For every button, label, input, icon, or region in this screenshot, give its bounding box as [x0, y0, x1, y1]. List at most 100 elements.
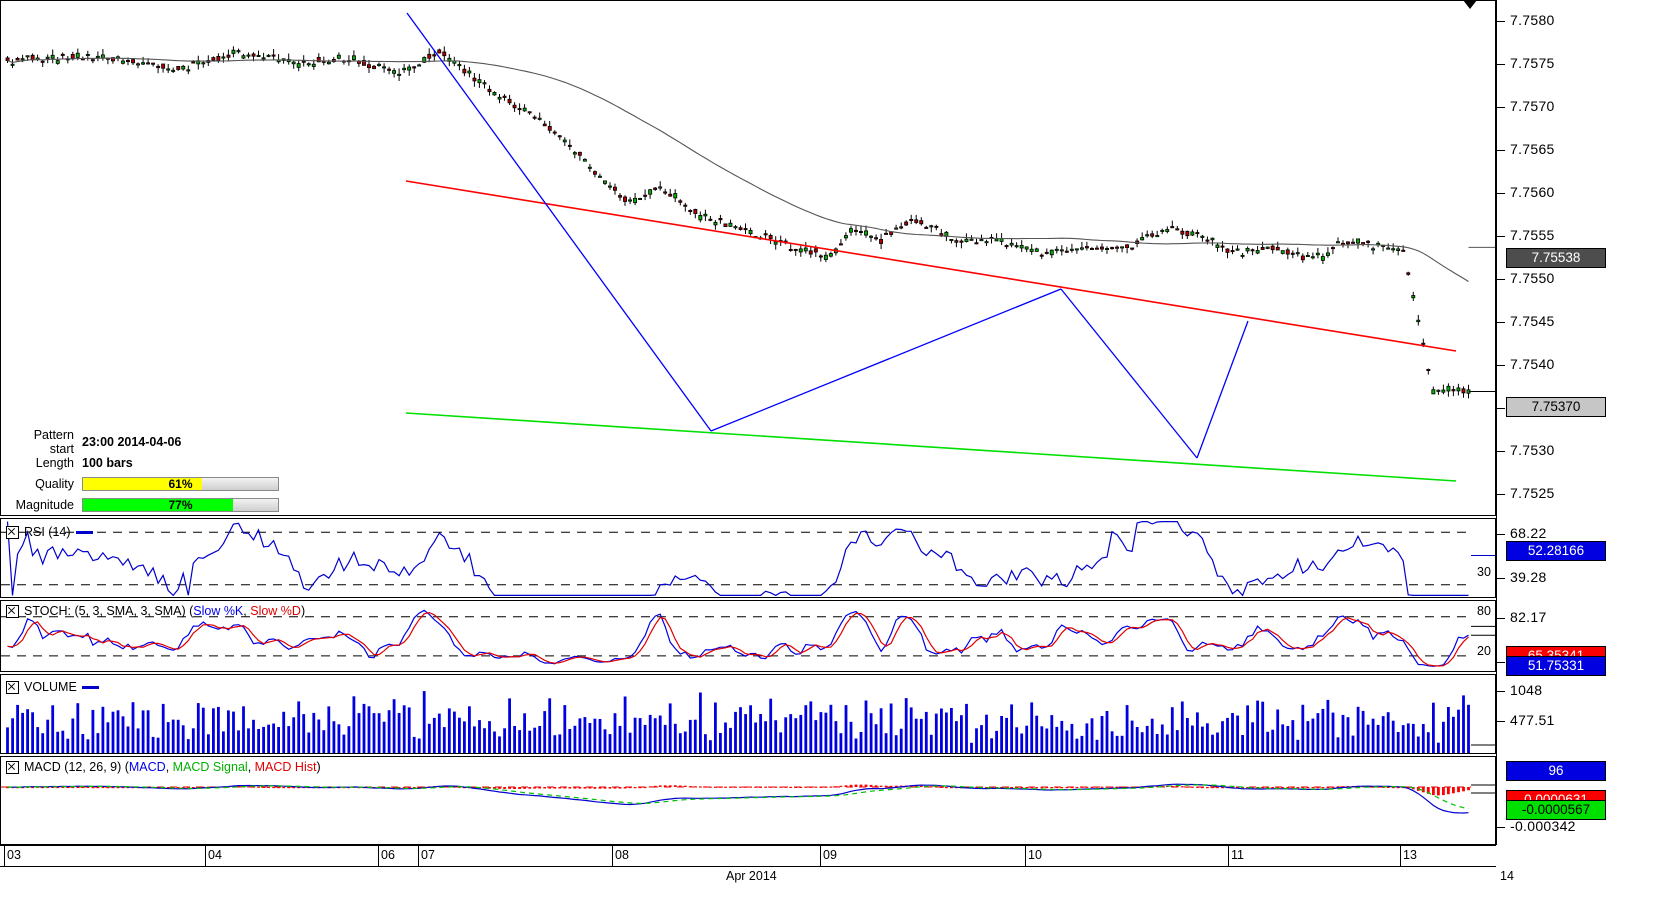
axis-tick — [1496, 193, 1505, 194]
time-axis-label-06: 06 — [381, 848, 395, 862]
stoch-d-value-badge: 51.75331 — [1506, 656, 1606, 676]
price-tick-7.7580: 7.7580 — [1510, 12, 1555, 28]
pattern-quality-label: Quality — [35, 476, 74, 491]
stoch-title: STOCH: (5, 3, SMA, 3, SMA) (Slow %K, Slo… — [6, 604, 305, 618]
time-axis-label-10: 10 — [1028, 848, 1042, 862]
price-chart-panel[interactable] — [0, 0, 1496, 516]
time-axis-separator — [612, 846, 613, 866]
macd-signal-badge: -0.0000567 — [1506, 800, 1606, 820]
time-axis-separator — [418, 846, 419, 866]
pattern-length-label: Length — [35, 455, 74, 470]
volume-value-badge: 96 — [1506, 761, 1606, 781]
axis-tick — [1496, 721, 1505, 722]
time-axis-label-07: 07 — [421, 848, 435, 862]
time-axis-label-08: 08 — [615, 848, 629, 862]
price-tick-7.7525: 7.7525 — [1510, 485, 1555, 501]
stoch-tick-high: 82.17 — [1510, 609, 1547, 625]
rsi-level-30-label: 30 — [1477, 565, 1491, 579]
price-tick-7.7555: 7.7555 — [1510, 227, 1555, 243]
volume-title: VOLUME — [6, 680, 99, 694]
time-axis-separator — [205, 846, 206, 866]
stoch-panel[interactable] — [0, 600, 1496, 672]
ma-price-badge: 7.75538 — [1506, 248, 1606, 268]
time-axis-label-09: 09 — [823, 848, 837, 862]
axis-tick — [1496, 107, 1505, 108]
price-tick-7.7545: 7.7545 — [1510, 313, 1555, 329]
volume-panel[interactable] — [0, 674, 1496, 754]
collapse-marker-icon[interactable] — [1459, 0, 1481, 10]
stoch-title-label: STOCH: (5, 3, SMA, 3, SMA) (Slow %K, Slo… — [24, 604, 306, 618]
volume-line-swatch — [81, 685, 99, 689]
rsi-title-label: RSI (14) — [24, 525, 71, 539]
price-tick-7.7570: 7.7570 — [1510, 98, 1555, 114]
axis-tick — [1496, 578, 1505, 579]
time-axis: 03 04 06 07 08 09 10 11 13 — [0, 845, 1496, 867]
pattern-magnitude-row: Magnitude 77% — [8, 495, 298, 514]
axis-tick — [1496, 279, 1505, 280]
time-axis-label-last: 14 — [1500, 869, 1514, 883]
rsi-value-badge: 52.28166 — [1506, 541, 1606, 561]
macd-panel[interactable] — [0, 756, 1496, 845]
rsi-panel[interactable] — [0, 518, 1496, 598]
value-axis: 7.7580 7.7575 7.7570 7.7565 7.7560 7.7555 7.75… — [1496, 0, 1655, 897]
macd-title: MACD (12, 26, 9) (MACD, MACD Signal, MAC… — [6, 760, 321, 774]
pattern-magnitude-label: Magnitude — [15, 497, 74, 512]
rsi-line-swatch — [75, 530, 93, 534]
time-axis-month: Apr 2014 — [726, 869, 777, 883]
time-axis-label-13: 13 — [1403, 848, 1417, 862]
axis-tick — [1496, 827, 1505, 828]
time-axis-separator — [4, 846, 5, 866]
price-tick-7.7550: 7.7550 — [1510, 270, 1555, 286]
axis-tick — [1496, 691, 1505, 692]
axis-line — [1496, 0, 1497, 845]
close-icon[interactable] — [6, 760, 19, 774]
rsi-title: RSI (14) — [6, 525, 93, 539]
volume-tick-high: 1048 — [1510, 682, 1543, 698]
current-price-badge: 7.75370 — [1506, 397, 1606, 417]
time-axis-label-11: 11 — [1231, 848, 1244, 862]
stoch-level-20-label: 20 — [1477, 644, 1491, 658]
axis-tick — [1496, 494, 1505, 495]
axis-tick — [1496, 662, 1505, 663]
quality-value: 61% — [168, 476, 193, 491]
price-tick-7.7560: 7.7560 — [1510, 184, 1555, 200]
volume-tick-mid: 477.51 — [1510, 712, 1555, 728]
price-tick-7.7540: 7.7540 — [1510, 356, 1555, 372]
time-axis-separator — [1400, 846, 1401, 866]
magnitude-value: 77% — [168, 497, 193, 512]
pattern-start-row: Pattern start 23:00 2014-04-06 — [8, 428, 298, 456]
price-tick-7.7565: 7.7565 — [1510, 141, 1555, 157]
axis-tick — [1496, 534, 1505, 535]
axis-tick — [1496, 408, 1505, 409]
quality-meter: 61% — [82, 476, 279, 491]
close-icon[interactable] — [6, 680, 19, 694]
pattern-length-value: 100 bars — [82, 455, 133, 470]
magnitude-meter: 77% — [82, 497, 279, 512]
time-axis-label-04: 04 — [208, 848, 222, 862]
time-axis-separator — [820, 846, 821, 866]
price-tick-7.7530: 7.7530 — [1510, 442, 1555, 458]
axis-tick — [1496, 365, 1505, 366]
price-tick-7.7575: 7.7575 — [1510, 55, 1555, 71]
axis-tick — [1496, 236, 1505, 237]
pattern-length-row: Length 100 bars — [8, 453, 298, 472]
macd-tick-low: -0.000342 — [1510, 818, 1576, 834]
volume-title-label: VOLUME — [24, 680, 77, 694]
close-icon[interactable] — [6, 604, 19, 618]
axis-tick — [1496, 322, 1505, 323]
pattern-start-value: 23:00 2014-04-06 — [82, 434, 182, 449]
rsi-tick-high: 68.22 — [1510, 525, 1547, 541]
pattern-start-label: Pattern start — [33, 427, 74, 456]
axis-tick — [1496, 618, 1505, 619]
axis-tick — [1496, 64, 1505, 65]
axis-tick — [1496, 21, 1505, 22]
rsi-tick-low: 39.28 — [1510, 569, 1547, 585]
time-axis-separator — [378, 846, 379, 866]
time-axis-separator — [1025, 846, 1026, 866]
close-icon[interactable] — [6, 525, 19, 539]
stoch-level-80-label: 80 — [1477, 604, 1491, 618]
time-axis-label-03: 03 — [7, 848, 21, 862]
macd-title-label: MACD (12, 26, 9) (MACD, MACD Signal, MAC… — [24, 760, 321, 774]
axis-tick — [1496, 150, 1505, 151]
